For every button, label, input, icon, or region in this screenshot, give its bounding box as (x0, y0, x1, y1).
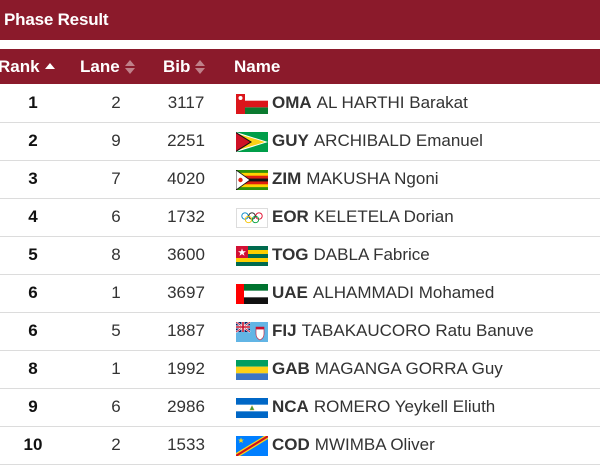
lane-header-label: Lane (80, 57, 120, 76)
rank-cell: 1 (28, 93, 38, 112)
zimbabwe-flag-icon (236, 170, 268, 190)
table-row[interactable]: 6 5 1887 FIJ TABAKAUCORO Ratu Banuve (0, 312, 600, 351)
athlete-label: ALHAMMADI Mohamed (312, 283, 495, 302)
athlete-name[interactable]: FIJ TABAKAUCORO Ratu Banuve (272, 321, 534, 341)
table-row[interactable]: 9 6 2986 NCA ROMERO Yeykell Eliuth (0, 388, 600, 427)
table-header: Rank Lane Bib Name (0, 49, 600, 84)
bib-header-label: Bib (163, 57, 191, 76)
uae-flag-icon (236, 284, 268, 304)
athlete-label: MAGANGA GORRA Guy (314, 359, 503, 378)
togo-flag-icon (236, 246, 268, 266)
rank-cell: 10 (23, 435, 43, 454)
rank-header-label: Rank (0, 57, 40, 76)
bib-cell: 2251 (167, 131, 205, 150)
noc-code: GAB (272, 359, 310, 378)
table-row[interactable]: 4 6 1732 EOR KELETELA Dorian (0, 198, 600, 237)
gabon-flag-icon (236, 360, 268, 380)
bib-cell: 1887 (167, 321, 205, 340)
lane-cell: 1 (111, 359, 121, 378)
table-row[interactable]: 5 8 3600 TOG DABLA Fabrice (0, 236, 600, 275)
athlete-label: DABLA Fabrice (313, 245, 430, 264)
noc-code: FIJ (272, 321, 297, 340)
lane-cell: 6 (111, 207, 121, 226)
noc-code: OMA (272, 93, 312, 112)
athlete-name[interactable]: EOR KELETELA Dorian (272, 207, 454, 227)
name-header-label: Name (234, 57, 281, 76)
bib-cell: 1732 (167, 207, 205, 226)
noc-code: GUY (272, 131, 309, 150)
athlete-label: KELETELA Dorian (313, 207, 454, 226)
table-row[interactable]: 6 1 3697 UAE ALHAMMADI Mohamed (0, 274, 600, 313)
lane-cell: 2 (111, 93, 121, 112)
athlete-label: MWIMBA Oliver (314, 435, 435, 454)
olympic-rings-flag-icon (236, 208, 268, 228)
rank-cell: 5 (28, 245, 38, 264)
rank-cell: 6 (28, 321, 38, 340)
athlete-label: MAKUSHA Ngoni (306, 169, 439, 188)
rank-cell: 2 (28, 131, 38, 150)
bib-cell: 2986 (167, 397, 205, 416)
athlete-label: AL HARTHI Barakat (316, 93, 468, 112)
athlete-name[interactable]: GAB MAGANGA GORRA Guy (272, 359, 503, 379)
sort-icon (124, 59, 136, 75)
table-row[interactable]: 8 1 1992 GAB MAGANGA GORRA Guy (0, 350, 600, 389)
nicaragua-flag-icon (236, 398, 268, 418)
lane-cell: 7 (111, 169, 121, 188)
noc-code: ZIM (272, 169, 302, 188)
phase-result-header: Phase Result (0, 0, 600, 40)
lane-cell: 9 (111, 131, 121, 150)
name-column-header: Name (234, 57, 280, 77)
athlete-label: ARCHIBALD Emanuel (313, 131, 483, 150)
rank-cell: 9 (28, 397, 38, 416)
bib-cell: 3600 (167, 245, 205, 264)
athlete-name[interactable]: NCA ROMERO Yeykell Eliuth (272, 397, 495, 417)
lane-cell: 5 (111, 321, 121, 340)
sort-ascending-icon (44, 59, 56, 75)
rank-cell: 6 (28, 283, 38, 302)
lane-column-header[interactable]: Lane (80, 57, 136, 77)
bib-cell: 3117 (167, 93, 205, 112)
noc-code: NCA (272, 397, 309, 416)
lane-cell: 8 (111, 245, 121, 264)
rank-column-header[interactable]: Rank (0, 57, 56, 77)
oman-flag-icon (236, 94, 268, 114)
rank-cell: 8 (28, 359, 38, 378)
table-row[interactable]: 10 2 1533 COD MWIMBA Oliver (0, 426, 600, 465)
bib-cell: 1992 (167, 359, 205, 378)
athlete-label: ROMERO Yeykell Eliuth (313, 397, 496, 416)
bib-column-header[interactable]: Bib (163, 57, 206, 77)
table-row[interactable]: 1 2 3117 OMA AL HARTHI Barakat (0, 84, 600, 123)
noc-code: COD (272, 435, 310, 454)
bib-cell: 1533 (167, 435, 205, 454)
table-row[interactable]: 2 9 2251 GUY ARCHIBALD Emanuel (0, 122, 600, 161)
athlete-name[interactable]: OMA AL HARTHI Barakat (272, 93, 468, 113)
bib-cell: 3697 (167, 283, 205, 302)
athlete-name[interactable]: ZIM MAKUSHA Ngoni (272, 169, 439, 189)
athlete-name[interactable]: TOG DABLA Fabrice (272, 245, 430, 265)
dr-congo-flag-icon (236, 436, 268, 456)
athlete-name[interactable]: COD MWIMBA Oliver (272, 435, 435, 455)
noc-code: UAE (272, 283, 308, 302)
athlete-label: TABAKAUCORO Ratu Banuve (301, 321, 534, 340)
noc-code: TOG (272, 245, 309, 264)
guyana-flag-icon (236, 132, 268, 152)
sort-icon (194, 59, 206, 75)
table-row[interactable]: 3 7 4020 ZIM MAKUSHA Ngoni (0, 160, 600, 199)
athlete-name[interactable]: GUY ARCHIBALD Emanuel (272, 131, 483, 151)
lane-cell: 1 (111, 283, 121, 302)
rank-cell: 3 (28, 169, 38, 188)
page-title: Phase Result (4, 10, 109, 29)
fiji-flag-icon (236, 322, 268, 342)
noc-code: EOR (272, 207, 309, 226)
lane-cell: 2 (111, 435, 121, 454)
rank-cell: 4 (28, 207, 38, 226)
bib-cell: 4020 (167, 169, 205, 188)
lane-cell: 6 (111, 397, 121, 416)
athlete-name[interactable]: UAE ALHAMMADI Mohamed (272, 283, 494, 303)
